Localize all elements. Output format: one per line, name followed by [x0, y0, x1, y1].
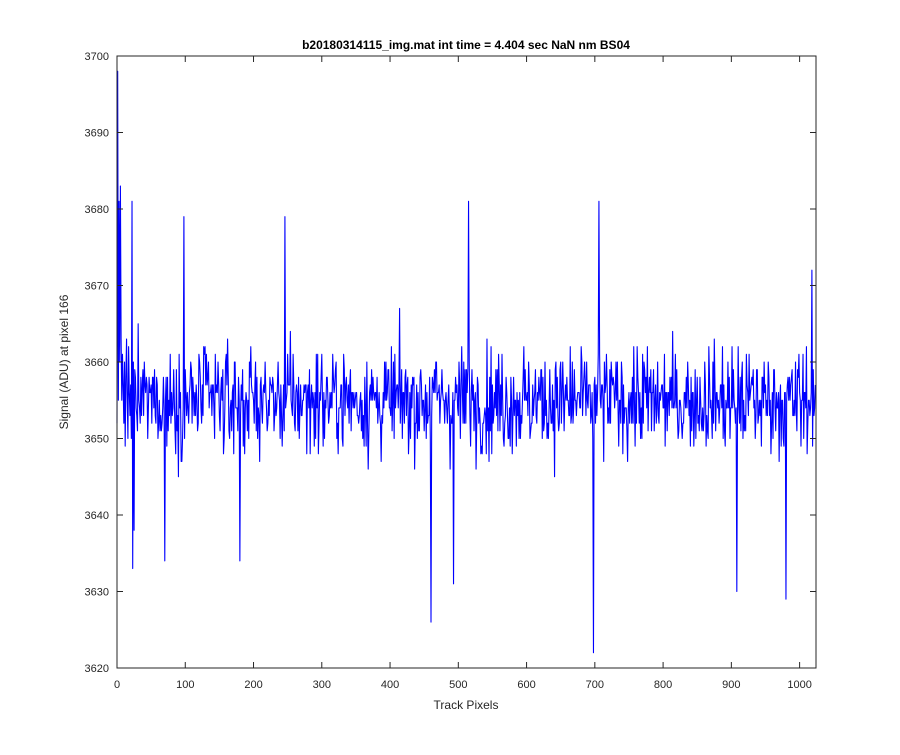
x-tick-label: 600: [517, 679, 535, 691]
y-tick-label: 3670: [85, 281, 109, 293]
series-layer: [116, 70, 816, 654]
y-tick-label: 3690: [85, 128, 109, 140]
y-axis-label: Signal (ADU) at pixel 166: [57, 294, 71, 429]
x-tick-label: 100: [176, 679, 194, 691]
y-tick-label: 3640: [85, 510, 109, 522]
plot-background: [117, 56, 816, 668]
y-tick-label: 3700: [85, 51, 109, 63]
y-tick-label: 3620: [85, 663, 109, 675]
signal-series-line: [116, 70, 816, 654]
x-tick-label: 400: [381, 679, 399, 691]
x-ticks: 0 100 200 300 400 500 600 700 800 900 1000: [114, 56, 812, 691]
x-axis-label: Track Pixels: [434, 698, 499, 712]
x-tick-label: 700: [586, 679, 604, 691]
x-tick-label: 800: [654, 679, 672, 691]
x-tick-label: 500: [449, 679, 467, 691]
x-tick-label: 900: [722, 679, 740, 691]
x-tick-label: 200: [244, 679, 262, 691]
chart-title: b20180314115_img.mat int time = 4.404 se…: [302, 38, 630, 52]
y-ticks: 3620 3630 3640 3650 3660 3670 3680 3690 3700: [85, 51, 816, 675]
x-tick-label: 0: [114, 679, 120, 691]
x-tick-label: 300: [313, 679, 331, 691]
y-tick-label: 3650: [85, 434, 109, 446]
y-tick-label: 3680: [85, 204, 109, 216]
y-tick-label: 3660: [85, 357, 109, 369]
y-tick-label: 3630: [85, 587, 109, 599]
x-tick-label: 1000: [787, 679, 811, 691]
